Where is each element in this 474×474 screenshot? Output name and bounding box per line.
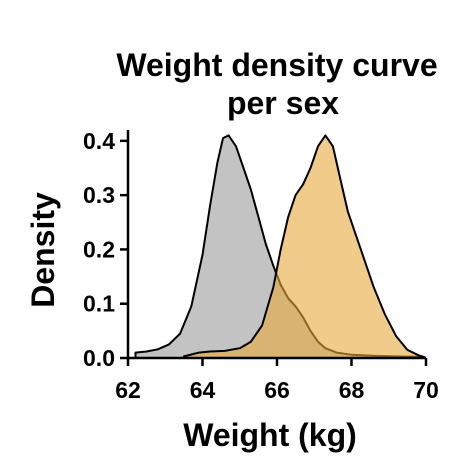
y-tick-label: 0.3 — [83, 182, 115, 208]
y-axis-title: Density — [25, 192, 61, 308]
x-tick-label: 66 — [264, 377, 290, 403]
chart-title-line-1: Weight density curve — [116, 47, 437, 83]
y-tick-label: 0.1 — [83, 291, 115, 317]
plot-area — [134, 134, 426, 359]
y-tick-label: 0.4 — [83, 128, 115, 154]
y-tick-label: 0.0 — [83, 345, 115, 371]
density-area-series-2 — [182, 134, 426, 359]
x-tick-label: 64 — [190, 377, 216, 403]
x-tick-label: 68 — [339, 377, 365, 403]
x-axis-title: Weight (kg) — [183, 417, 357, 453]
x-tick-label: 62 — [115, 377, 141, 403]
axes: 62 64 66 68 70 0.0 0.1 0.2 0.3 0.4 — [83, 128, 439, 403]
chart-title-line-2: per sex — [227, 85, 339, 121]
x-tick-label: 70 — [413, 377, 439, 403]
y-tick-label: 0.2 — [83, 236, 115, 262]
